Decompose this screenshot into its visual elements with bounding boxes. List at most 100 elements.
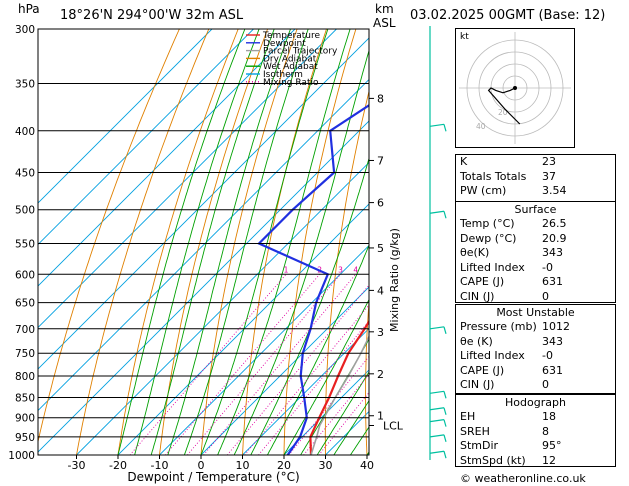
most-unstable-panel: Most Unstable Pressure (mb) 1012 θe (K) 343… [455,304,616,394]
wind-barb-icon [429,407,445,411]
datetime-label: 03.02.2025 00GMT (Base: 12) [410,8,606,23]
mixing-ratio-line [129,273,287,455]
hodograph-trace [487,87,521,125]
wet-adiabat [134,29,260,455]
mixing-ratio-label: 3 [338,265,343,274]
temperature-line [309,319,369,455]
index-value: 37 [542,169,556,183]
wind-barb-icon [443,124,447,132]
isotherm [38,29,296,287]
hodograph-panel-title: Hodograph [505,396,566,409]
most-unstable-row: Pressure (mb) 1012 [456,320,615,335]
hodograph-value: 8 [542,424,549,438]
legend-label: Wet Adiabat [263,62,318,72]
pressure-label: 300 [15,24,35,36]
most-unstable-label: Pressure (mb) [460,320,537,333]
most-unstable-label: Lifted Index [460,349,525,363]
wet-adiabat [267,244,369,455]
hodograph-row: EH 18 [456,410,615,425]
hodograph-value: 18 [542,410,556,423]
hodograph-ring-label: 20 [498,108,508,117]
most-unstable-value: 1012 [542,320,570,333]
pressure-label: 400 [15,126,35,138]
isotherm [38,29,254,246]
index-value: 3.54 [542,184,567,198]
header-km-unit: km [375,2,394,16]
km-tick-label: 2 [377,368,384,381]
isotherm [38,120,369,453]
pressure-label: 1000 [8,450,35,462]
parcel-line [310,334,369,455]
most-unstable-value: 631 [542,363,563,377]
isotherm [38,29,337,329]
x-tick-label: 10 [236,459,250,472]
most-unstable-label: CAPE (J) [460,363,505,377]
km-tick-label: 1 [377,410,384,423]
wind-barb-icon [443,419,447,427]
km-tick-label: 5 [377,242,384,255]
pressure-label: 750 [15,348,35,360]
pressure-label: 700 [15,324,35,336]
plot-frame [37,28,370,456]
pressure-label: 650 [15,298,35,310]
hodograph-label: EH [460,410,476,423]
wet-adiabat [333,399,369,455]
hodograph-ring-label: 40 [476,122,486,131]
surface-label: Lifted Index [460,260,525,274]
surface-value: 0 [542,289,549,303]
index-value: 23 [542,155,556,168]
header-asl-unit: ASL [373,16,396,30]
x-tick-label: -30 [68,459,86,472]
isotherm [76,161,369,455]
mixing-ratio-label: 6 [376,265,381,274]
pressure-label: 950 [15,432,35,444]
wet-adiabat [217,29,351,455]
isotherm [159,244,369,455]
wind-barb-icon [443,211,447,219]
mixing-ratio-line [244,304,369,455]
hodograph-label: SREH [460,424,490,438]
mixing-ratio-line [187,273,341,455]
isotherm [242,327,369,455]
most-unstable-value: 343 [542,334,563,348]
km-tick-label: 7 [377,154,384,167]
wind-barb-icon [443,326,447,334]
dry-adiabat [200,29,298,455]
surface-label: Dewp (°C) [460,231,517,245]
most-unstable-value: 0 [542,378,549,392]
wet-adiabat [316,371,369,455]
hodograph-row: StmSpd (kt) 12 [456,454,615,469]
wind-barb-icon [429,450,445,454]
dry-adiabat [38,29,180,444]
mixing-ratio-line [203,273,357,455]
index-row: PW (cm) 3.54 [456,184,615,199]
pressure-label: 600 [15,269,35,281]
hodograph-value: 95° [542,439,562,453]
x-tick-label: -10 [151,459,169,472]
surface-value: 343 [542,246,563,260]
legend-label: Isotherm [263,70,303,80]
wind-barb-icon [429,326,445,330]
header-left-unit: hPa [18,2,40,16]
hodograph-row: SREH 8 [456,425,615,440]
hodograph-panel: Hodograph EH 18 SREH 8 StmDir 95° StmSpd (kt) 1… [455,394,616,467]
surface-title: Surface [514,203,557,216]
km-tick-label: 8 [377,92,384,105]
surface-value: -0 [542,260,553,274]
surface-label: θe(K) [460,246,490,260]
most-unstable-label: CIN (J) [460,378,495,392]
km-tick-label: 3 [377,326,384,339]
hodograph-label: StmSpd (kt) [460,453,526,467]
most-unstable-row: CAPE (J) 631 [456,364,615,379]
surface-label: CAPE (J) [460,275,505,289]
index-row: Totals Totals 37 [456,170,615,185]
legend-label: Parcel Trajectory [263,47,338,57]
surface-value: 631 [542,275,563,289]
surface-row: Dewp (°C) 20.9 [456,232,615,247]
most-unstable-row: θe (K) 343 [456,335,615,350]
surface-label: CIN (J) [460,289,495,303]
isotherm [38,29,213,204]
surface-row: CAPE (J) 631 [456,275,615,290]
hodograph: kt 20 40 [455,28,575,148]
mixing-ratio-label: 10 [403,265,413,274]
